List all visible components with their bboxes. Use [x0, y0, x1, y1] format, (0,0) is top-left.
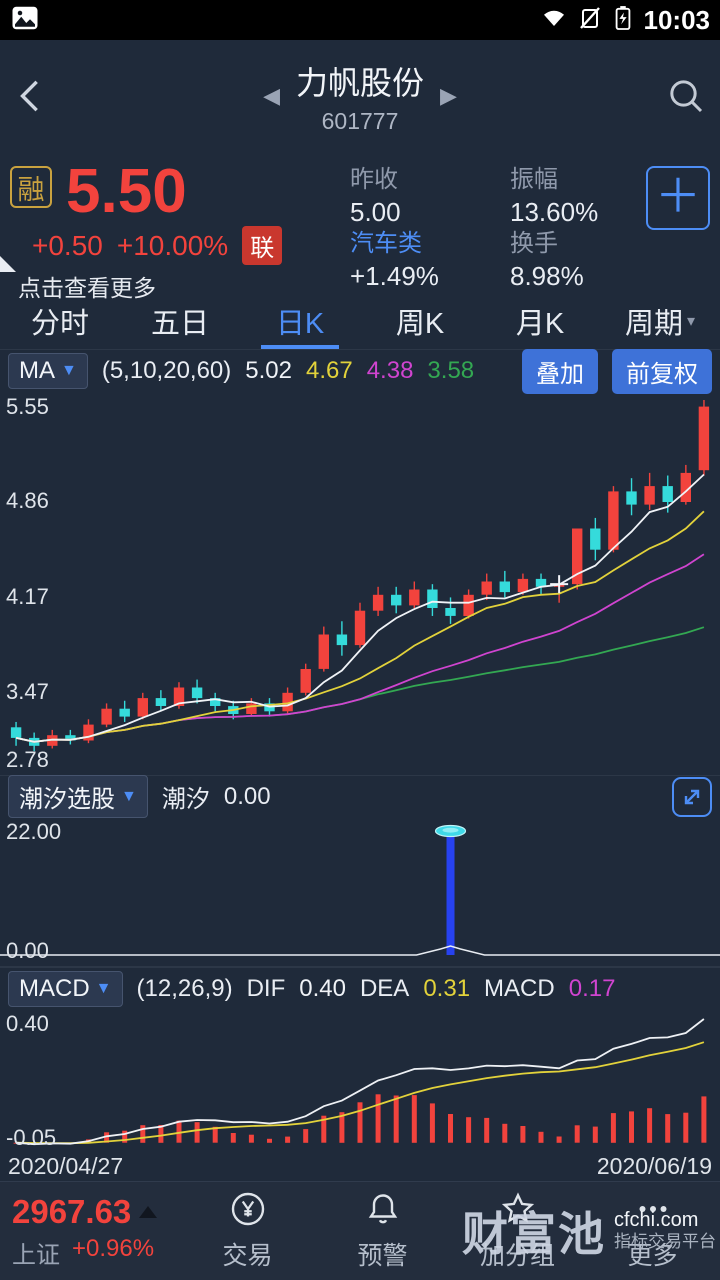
- index-quote-button[interactable]: 2967.63 上证 +0.96%: [0, 1193, 180, 1270]
- quote-left: 融 5.50 +0.50 +10.00% 联 点击查看更多: [0, 157, 350, 301]
- macd-chart[interactable]: 0.40 -0.05: [0, 1009, 720, 1153]
- dea-value: 0.31: [423, 974, 471, 1002]
- stat-label: 振幅: [510, 166, 558, 193]
- macd-value: 0.17: [568, 974, 616, 1002]
- start-date: 2020/04/27: [8, 1153, 124, 1179]
- stat-label: 换手: [510, 230, 558, 257]
- index-value: 2967.63: [12, 1192, 132, 1230]
- caret-down-icon: ▾: [686, 312, 696, 330]
- tab-5day[interactable]: 五日: [150, 307, 209, 340]
- stat-value: 13.60%: [510, 197, 599, 227]
- ma-indicator-bar: MA ▼ (5,10,20,60) 5.02 4.67 4.38 3.58 叠加 …: [0, 348, 720, 394]
- caret-down-icon: ▼: [121, 787, 137, 805]
- x-axis-dates: 2020/04/27 2020/06/19: [0, 1153, 720, 1183]
- index-name: 上证: [12, 1241, 60, 1269]
- current-price: 5.50: [66, 157, 187, 226]
- view-more-link[interactable]: 点击查看更多: [18, 275, 156, 301]
- y-axis-label: 4.86: [6, 487, 49, 513]
- star-icon: [500, 1191, 536, 1232]
- macd-label: MACD: [484, 974, 555, 1002]
- add-group-button[interactable]: 加分组: [450, 1191, 585, 1272]
- tide-chart[interactable]: 22.00 0.00: [0, 817, 720, 967]
- ma60-value: 3.58: [427, 357, 475, 384]
- quote-panel: 融 5.50 +0.50 +10.00% 联 点击查看更多 昨收 5.00 汽车…: [0, 152, 720, 301]
- trade-button[interactable]: 交易: [180, 1191, 315, 1272]
- adjust-mode-button[interactable]: 前复权: [612, 348, 712, 394]
- y-axis-label: 0.00: [6, 938, 49, 963]
- caret-down-icon: ▼: [95, 979, 112, 997]
- add-watchlist-button[interactable]: ＋: [646, 166, 710, 230]
- y-axis-label: 5.55: [6, 394, 49, 419]
- tide-label: 潮汐: [161, 786, 210, 813]
- y-axis-label: 0.40: [6, 1011, 49, 1036]
- price-change-pct: +10.00%: [116, 229, 229, 261]
- period-tabs: 分时 五日 日K 周K 月K 周期 ▾: [0, 292, 720, 350]
- price-change: +0.50: [32, 229, 103, 261]
- signal-off-icon: [578, 5, 602, 36]
- margin-eligible-badge: 融: [10, 166, 52, 208]
- more-dots-icon: [635, 1191, 671, 1232]
- more-button[interactable]: 更多: [585, 1191, 720, 1272]
- end-date: 2020/06/19: [596, 1153, 712, 1179]
- sector-link[interactable]: 汽车类: [350, 230, 422, 257]
- macd-indicator-bar: MACD ▼ (12,26,9) DIF 0.40 DEA 0.31 MACD 0…: [0, 967, 720, 1009]
- kline-chart[interactable]: 5.55 4.86 4.17 3.47 2.78: [0, 392, 720, 775]
- y-axis-label: 2.78: [6, 747, 49, 772]
- bell-icon: [365, 1191, 401, 1232]
- back-button[interactable]: [14, 76, 104, 116]
- quote-stats: 昨收 5.00 汽车类 +1.49% 振幅 13.60% 换手 8.98%: [350, 160, 646, 291]
- tide-indicator-bar: 潮汐选股 ▼ 潮汐 0.00: [0, 775, 720, 818]
- alert-button[interactable]: 预警: [315, 1191, 450, 1272]
- stat-value: 5.00: [350, 197, 401, 227]
- app-header: ◀ 力帆股份 601777 ▶: [0, 40, 720, 152]
- dea-label: DEA: [359, 974, 410, 1002]
- y-axis-label: -0.05: [6, 1125, 57, 1150]
- dif-label: DIF: [246, 974, 286, 1002]
- stock-code: 601777: [321, 107, 399, 134]
- tab-daily-k[interactable]: 日K: [240, 292, 360, 349]
- lian-badge: 联: [242, 226, 283, 265]
- stat-value: +1.49%: [350, 261, 439, 291]
- overlay-button[interactable]: 叠加: [522, 348, 598, 394]
- gallery-icon: [10, 3, 40, 38]
- yuan-circle-icon: [230, 1191, 266, 1232]
- caret-down-icon: ▼: [61, 362, 77, 379]
- title-block: 力帆股份 601777: [296, 58, 424, 135]
- battery-icon: [612, 4, 634, 37]
- tab-weekly-k[interactable]: 周K: [395, 307, 445, 340]
- macd-params: (12,26,9): [136, 974, 233, 1002]
- corner-flag-icon: [0, 256, 16, 272]
- clock: 10:03: [643, 4, 711, 35]
- y-axis-label: 3.47: [6, 679, 49, 705]
- y-axis-label: 22.00: [6, 819, 62, 844]
- ma20-value: 4.38: [366, 357, 414, 384]
- stat-value: 8.98%: [510, 261, 584, 291]
- page-title: 力帆股份: [295, 64, 424, 101]
- wifi-icon: [540, 6, 568, 35]
- stat-label: 昨收: [350, 166, 398, 193]
- dif-value: 0.40: [299, 974, 346, 1002]
- tide-value: 0.00: [223, 782, 271, 810]
- collapse-up-icon: [139, 1205, 158, 1218]
- macd-selector[interactable]: MACD ▼: [8, 970, 123, 1007]
- tab-minute[interactable]: 分时: [30, 307, 89, 340]
- status-bar: 10:03: [0, 0, 720, 40]
- fullscreen-button[interactable]: [672, 776, 712, 817]
- ma10-value: 4.67: [305, 357, 353, 384]
- ma-params: (5,10,20,60): [101, 357, 232, 384]
- search-button[interactable]: [616, 76, 706, 116]
- tab-period-menu[interactable]: 周期 ▾: [624, 307, 696, 340]
- y-axis-label: 4.17: [6, 583, 49, 609]
- bottom-nav: 2967.63 上证 +0.96% 交易 预警 加分组 更多 财富池: [0, 1181, 720, 1280]
- ma-selector[interactable]: MA ▼: [8, 353, 88, 389]
- tab-monthly-k[interactable]: 月K: [515, 307, 565, 340]
- prev-stock-button[interactable]: ◀: [263, 83, 280, 108]
- tide-selector[interactable]: 潮汐选股 ▼: [8, 775, 148, 818]
- ma5-value: 5.02: [245, 357, 292, 384]
- index-pct: +0.96%: [72, 1234, 155, 1262]
- next-stock-button[interactable]: ▶: [440, 83, 457, 108]
